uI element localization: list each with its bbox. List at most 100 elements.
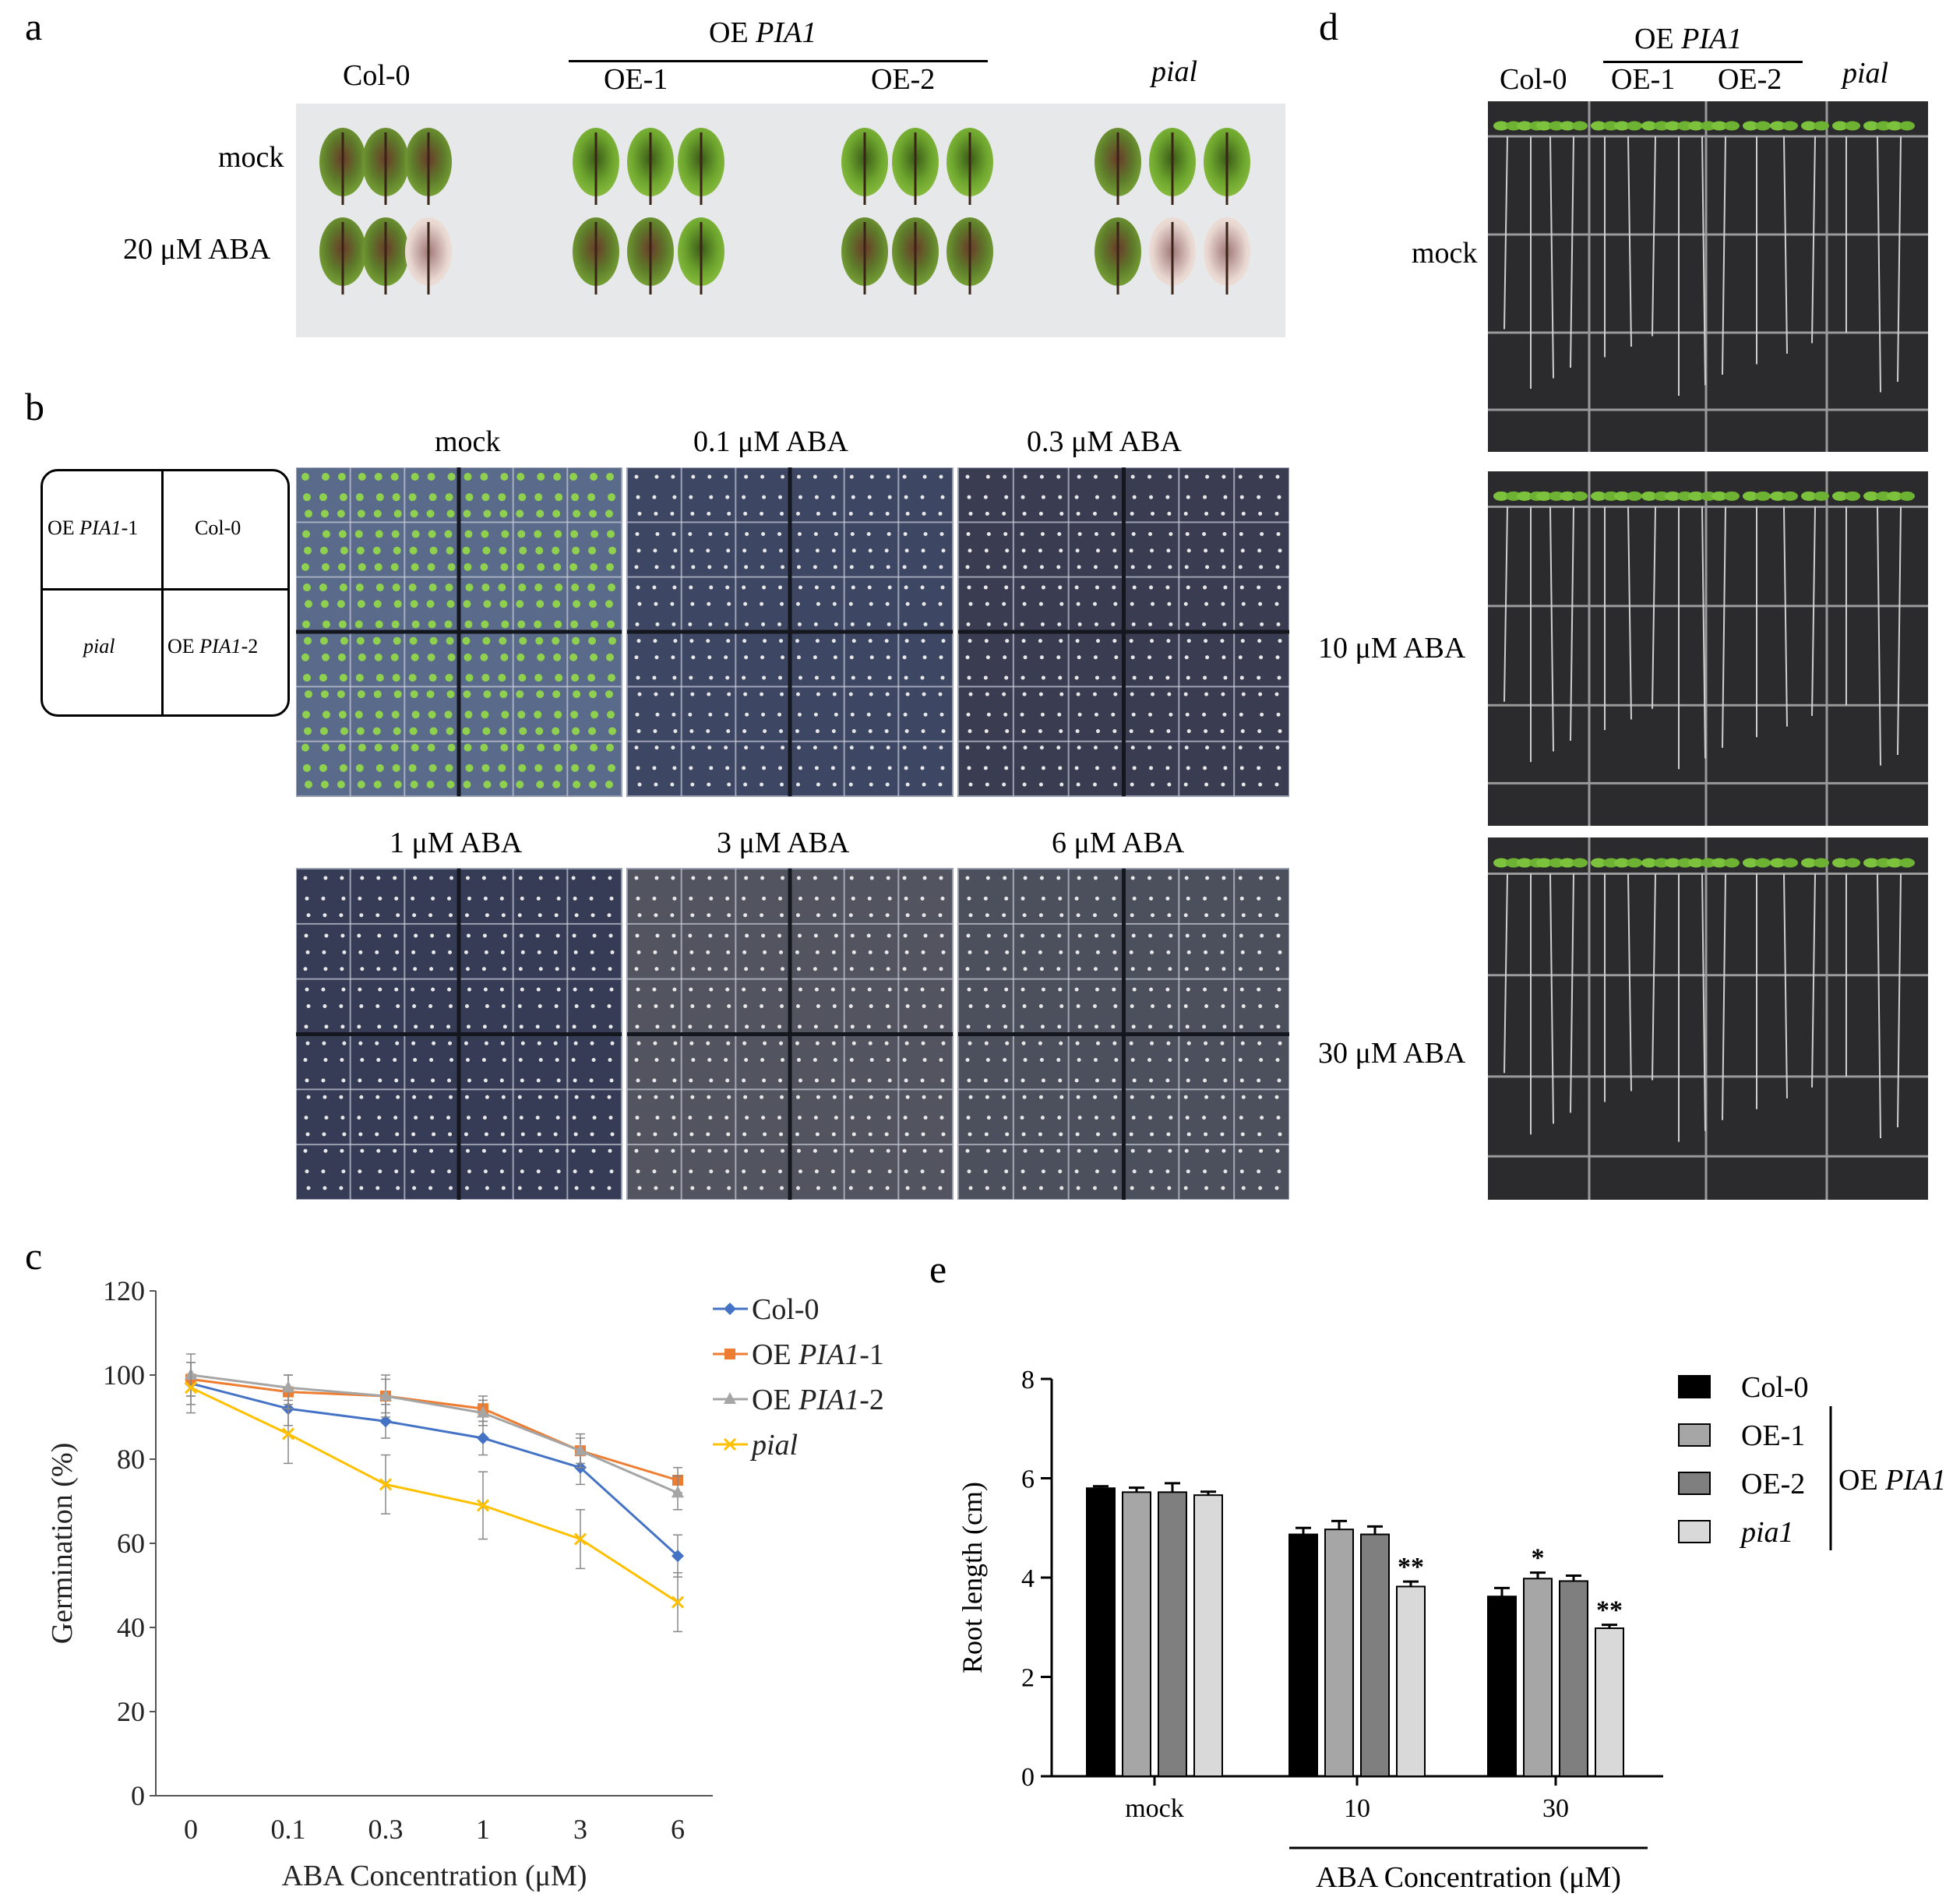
- seed: [372, 546, 381, 555]
- seed: [408, 673, 417, 682]
- seed: [1276, 1024, 1281, 1029]
- seed: [1021, 1041, 1026, 1045]
- cotyledon: [1506, 121, 1521, 131]
- seed: [637, 1003, 642, 1008]
- seed: [499, 727, 507, 735]
- seed: [1221, 565, 1226, 569]
- seed: [967, 495, 971, 499]
- seed: [572, 1116, 576, 1120]
- seed: [887, 1024, 891, 1029]
- seed: [1022, 913, 1027, 918]
- seed: [555, 584, 563, 592]
- seed: [724, 967, 728, 971]
- seed: [414, 933, 418, 938]
- seed: [411, 562, 419, 571]
- seed: [833, 474, 837, 479]
- seed: [885, 1186, 890, 1190]
- seed: [357, 781, 365, 788]
- seed: [654, 655, 659, 660]
- seed: [1059, 728, 1063, 733]
- seed: [813, 1024, 818, 1029]
- seed: [923, 622, 928, 626]
- seed: [1041, 1078, 1045, 1083]
- seed: [537, 653, 545, 661]
- seed: [1202, 933, 1207, 938]
- x-tick-label: mock: [1125, 1794, 1184, 1823]
- seed: [570, 710, 579, 719]
- seed: [322, 530, 330, 538]
- seed: [320, 510, 329, 518]
- seed: [1095, 950, 1100, 954]
- seed: [555, 1148, 559, 1153]
- seed: [798, 766, 802, 770]
- seed: [357, 510, 365, 518]
- seed: [323, 876, 328, 880]
- seed: [340, 876, 344, 880]
- bar: [1193, 1494, 1223, 1778]
- seed: [1038, 601, 1043, 606]
- seed: [796, 474, 801, 479]
- seed: [967, 766, 971, 770]
- seed: [519, 546, 527, 555]
- seed: [902, 474, 907, 479]
- seed: [358, 1078, 362, 1083]
- cotyledon: [1863, 858, 1879, 868]
- x-tick-label: 0.1: [271, 1814, 306, 1845]
- seed: [446, 636, 454, 645]
- seed: [357, 933, 361, 938]
- seed: [305, 1078, 309, 1083]
- seed: [518, 673, 527, 682]
- seed: [939, 565, 943, 569]
- seed: [1220, 639, 1225, 643]
- seed: [1020, 622, 1024, 626]
- seed: [483, 510, 492, 518]
- seed: [534, 620, 542, 629]
- seed: [866, 532, 871, 537]
- seed: [609, 1078, 614, 1083]
- seed: [743, 692, 748, 696]
- seed: [1057, 532, 1062, 537]
- seed: [481, 620, 489, 629]
- seed: [1186, 1169, 1190, 1174]
- seed: [1040, 1116, 1045, 1120]
- seed: [554, 1186, 559, 1190]
- root: [1701, 873, 1706, 1131]
- seed: [762, 766, 767, 770]
- seed: [939, 1148, 943, 1153]
- agar-plate: [1488, 837, 1928, 1200]
- seed: [1169, 712, 1173, 717]
- legend-label: OE-1: [1741, 1419, 1805, 1452]
- seed: [1205, 967, 1210, 971]
- seed: [884, 728, 889, 733]
- seed: [518, 876, 523, 880]
- seed: [392, 673, 400, 682]
- seed: [707, 1058, 712, 1063]
- seed: [813, 746, 817, 750]
- seed: [1095, 766, 1099, 770]
- seed: [851, 548, 856, 553]
- seed: [607, 530, 615, 538]
- seed: [375, 1132, 379, 1137]
- seed: [1095, 896, 1099, 901]
- seed: [1114, 746, 1119, 750]
- legend-swatch: [1678, 1423, 1711, 1447]
- seed: [552, 510, 561, 518]
- seed: [904, 1132, 909, 1137]
- seed: [305, 896, 309, 901]
- seed: [815, 548, 820, 553]
- seed: [1112, 548, 1117, 553]
- seed: [537, 950, 541, 954]
- seed: [1168, 967, 1172, 971]
- cotyledon: [1572, 858, 1588, 868]
- seed: [1077, 876, 1081, 880]
- seed: [1149, 675, 1154, 680]
- seed: [884, 1132, 889, 1137]
- seed: [375, 673, 384, 682]
- root: [1503, 506, 1508, 702]
- seed: [869, 692, 873, 696]
- seed: [1077, 474, 1081, 479]
- seed: [502, 1148, 506, 1153]
- seed: [1130, 511, 1134, 516]
- seed: [1277, 585, 1281, 590]
- seed: [467, 987, 471, 992]
